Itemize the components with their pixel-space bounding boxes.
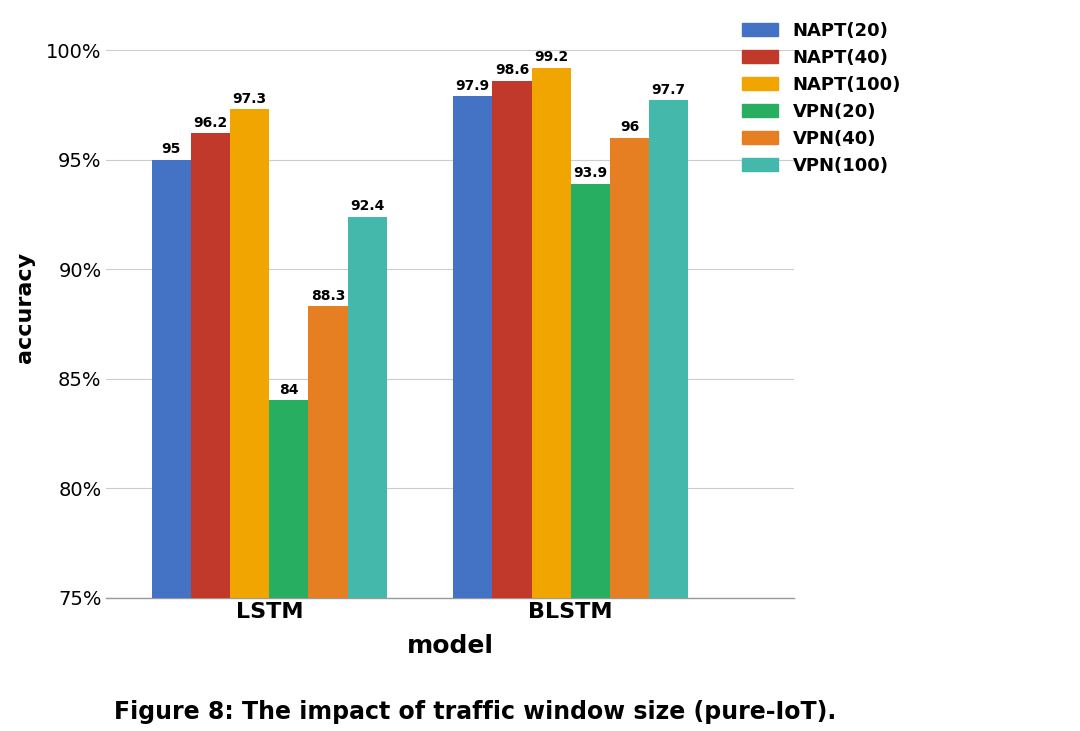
Text: 97.9: 97.9 xyxy=(456,79,490,93)
Bar xyxy=(309,306,348,597)
Y-axis label: accuracy: accuracy xyxy=(15,251,35,363)
Bar xyxy=(230,109,269,597)
Text: 84: 84 xyxy=(279,383,298,397)
Text: 97.7: 97.7 xyxy=(651,83,686,97)
Bar xyxy=(610,137,649,597)
Bar xyxy=(492,80,531,597)
Bar xyxy=(348,216,387,597)
Text: 93.9: 93.9 xyxy=(573,167,607,181)
Text: 92.4: 92.4 xyxy=(350,200,384,213)
Text: 88.3: 88.3 xyxy=(311,289,346,303)
Text: 95: 95 xyxy=(162,143,181,156)
Bar xyxy=(269,401,309,597)
Bar xyxy=(151,159,191,597)
Bar xyxy=(454,96,492,597)
Text: 98.6: 98.6 xyxy=(495,64,529,77)
Text: 96: 96 xyxy=(620,121,639,135)
Bar xyxy=(531,67,570,597)
Legend: NAPT(20), NAPT(40), NAPT(100), VPN(20), VPN(40), VPN(100): NAPT(20), NAPT(40), NAPT(100), VPN(20), … xyxy=(735,15,908,182)
Bar xyxy=(570,183,610,597)
Bar xyxy=(649,100,688,597)
Text: 99.2: 99.2 xyxy=(534,50,568,64)
Text: 96.2: 96.2 xyxy=(193,116,228,130)
Bar xyxy=(191,133,230,597)
X-axis label: model: model xyxy=(407,634,494,657)
Text: 97.3: 97.3 xyxy=(232,92,267,106)
Text: Figure 8: The impact of traffic window size (pure-IoT).: Figure 8: The impact of traffic window s… xyxy=(114,700,836,724)
